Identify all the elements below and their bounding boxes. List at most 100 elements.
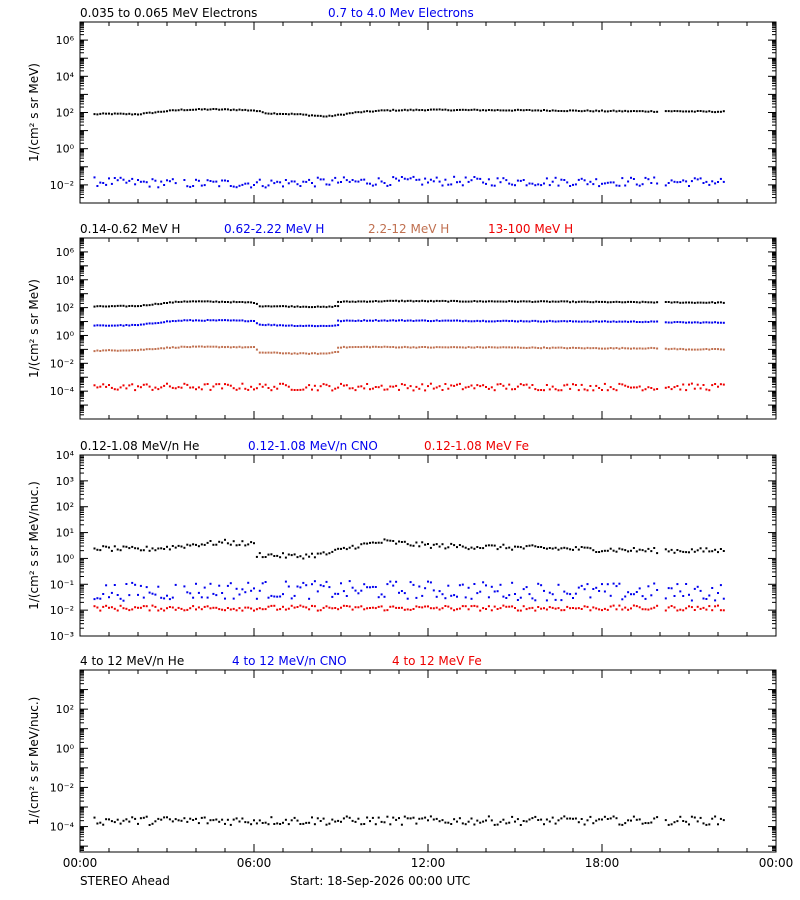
data-point xyxy=(380,593,383,596)
data-point xyxy=(688,321,690,324)
data-point xyxy=(400,299,403,302)
data-point xyxy=(699,348,702,351)
data-point xyxy=(131,545,134,548)
data-point xyxy=(673,386,676,389)
data-point xyxy=(656,816,659,819)
data-point xyxy=(342,319,345,322)
data-point xyxy=(453,609,456,612)
data-point xyxy=(209,345,212,348)
data-point xyxy=(334,592,337,595)
data-point xyxy=(371,387,374,390)
data-point xyxy=(340,606,342,609)
data-point xyxy=(682,110,685,113)
data-point xyxy=(377,346,380,348)
data-point xyxy=(99,609,102,612)
data-point xyxy=(653,388,656,391)
data-point xyxy=(708,594,711,597)
data-point xyxy=(554,346,557,349)
data-point xyxy=(708,605,711,608)
data-point xyxy=(244,108,247,111)
data-point xyxy=(606,181,609,184)
data-point xyxy=(250,109,253,112)
data-point xyxy=(313,823,316,826)
data-point xyxy=(93,384,96,387)
data-point xyxy=(609,181,612,184)
data-point xyxy=(479,547,482,549)
data-point xyxy=(116,609,119,612)
data-point xyxy=(554,822,557,825)
data-point xyxy=(572,383,574,386)
data-point xyxy=(322,324,325,327)
data-point xyxy=(618,582,621,585)
data-point xyxy=(325,183,328,186)
series-red xyxy=(93,382,725,392)
data-point xyxy=(572,183,574,186)
data-point xyxy=(717,551,719,554)
data-point xyxy=(467,180,470,183)
data-point xyxy=(621,548,624,551)
data-point xyxy=(157,817,160,820)
data-point xyxy=(139,323,142,326)
data-point xyxy=(348,112,351,115)
data-point xyxy=(508,182,511,185)
data-point xyxy=(647,178,650,181)
data-point xyxy=(627,110,630,113)
data-point xyxy=(334,305,337,307)
data-point xyxy=(586,819,589,822)
data-point xyxy=(206,596,209,599)
data-point xyxy=(229,608,232,611)
data-point xyxy=(354,320,357,322)
data-point xyxy=(606,110,609,113)
data-point xyxy=(160,347,163,350)
data-point xyxy=(264,324,267,327)
data-point xyxy=(682,383,685,386)
data-point xyxy=(261,351,264,354)
data-point xyxy=(540,347,543,350)
data-point xyxy=(664,597,667,600)
data-point xyxy=(232,540,235,543)
data-point xyxy=(708,348,711,351)
data-point xyxy=(308,114,311,117)
data-point xyxy=(357,385,360,388)
data-point xyxy=(572,817,574,820)
data-point xyxy=(595,586,598,589)
data-point xyxy=(221,541,224,544)
data-point xyxy=(641,321,644,324)
data-point xyxy=(360,346,363,349)
data-point xyxy=(125,305,128,308)
data-point xyxy=(601,300,603,303)
data-point xyxy=(450,319,453,322)
data-point xyxy=(354,300,357,303)
data-point xyxy=(226,345,229,348)
spacecraft-label: STEREO Ahead xyxy=(80,874,170,888)
data-point xyxy=(650,387,653,389)
data-point xyxy=(505,346,508,349)
data-point xyxy=(195,345,197,348)
data-point xyxy=(624,347,627,350)
data-point xyxy=(502,109,505,112)
data-point xyxy=(131,177,134,180)
data-point xyxy=(264,186,267,189)
data-point xyxy=(447,183,450,186)
data-point xyxy=(366,586,369,589)
data-point xyxy=(482,607,485,610)
data-point xyxy=(154,593,157,596)
data-point xyxy=(525,586,528,589)
data-point xyxy=(157,547,160,550)
data-point xyxy=(345,548,348,551)
data-point xyxy=(641,389,644,392)
data-point xyxy=(351,586,354,589)
data-point xyxy=(690,382,693,385)
data-point xyxy=(308,352,311,355)
data-point xyxy=(189,607,192,610)
data-point xyxy=(319,552,322,555)
data-point xyxy=(415,596,418,599)
data-point xyxy=(621,598,624,601)
data-point xyxy=(656,301,659,304)
data-point xyxy=(313,556,316,559)
data-point xyxy=(432,387,435,390)
data-point xyxy=(612,815,615,818)
data-point xyxy=(450,823,453,825)
data-point xyxy=(685,348,688,351)
data-point xyxy=(450,542,453,545)
